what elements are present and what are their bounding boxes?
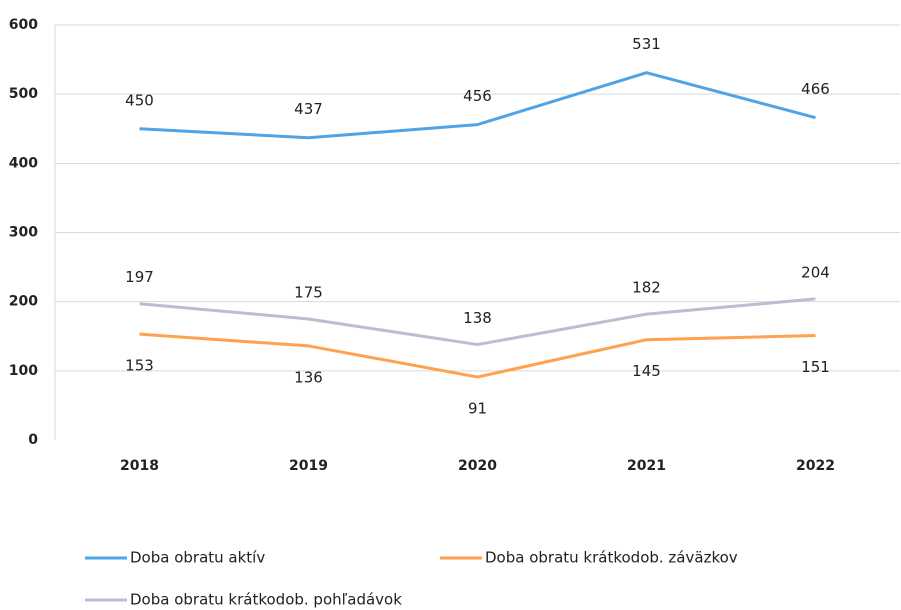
series-line <box>139 297 816 347</box>
y-tick-label: 400 <box>9 155 38 171</box>
y-tick-label: 300 <box>9 225 38 241</box>
x-tick-label: 2021 <box>627 458 666 474</box>
data-label: 456 <box>463 87 492 105</box>
data-label: 175 <box>294 283 323 301</box>
data-label: 182 <box>632 279 661 297</box>
y-tick-label: 600 <box>9 17 38 33</box>
data-label: 136 <box>294 368 323 386</box>
legend-label: Doba obratu aktív <box>130 549 265 567</box>
y-tick-label: 200 <box>9 294 38 310</box>
data-label: 466 <box>801 80 830 98</box>
data-label: 531 <box>632 35 661 53</box>
data-label: 145 <box>632 362 661 380</box>
series-line <box>139 332 816 379</box>
legend-label: Doba obratu krátkodob. záväzkov <box>485 549 738 567</box>
data-label: 450 <box>125 91 154 109</box>
data-label: 153 <box>125 357 154 375</box>
legend-label: Doba obratu krátkodob. pohľadávok <box>130 591 402 609</box>
x-tick-label: 2022 <box>796 458 835 474</box>
x-tick-label: 2020 <box>458 458 497 474</box>
data-label: 437 <box>294 100 323 118</box>
data-label: 204 <box>801 263 830 281</box>
data-label: 197 <box>125 268 154 286</box>
x-tick-label: 2018 <box>120 458 159 474</box>
data-label: 91 <box>468 400 487 418</box>
y-tick-label: 500 <box>9 86 38 102</box>
y-tick-label: 100 <box>9 363 38 379</box>
data-label: 151 <box>801 358 830 376</box>
y-tick-label: 0 <box>28 432 38 448</box>
series-line <box>139 71 816 140</box>
x-tick-label: 2019 <box>289 458 328 474</box>
data-label: 138 <box>463 309 492 327</box>
